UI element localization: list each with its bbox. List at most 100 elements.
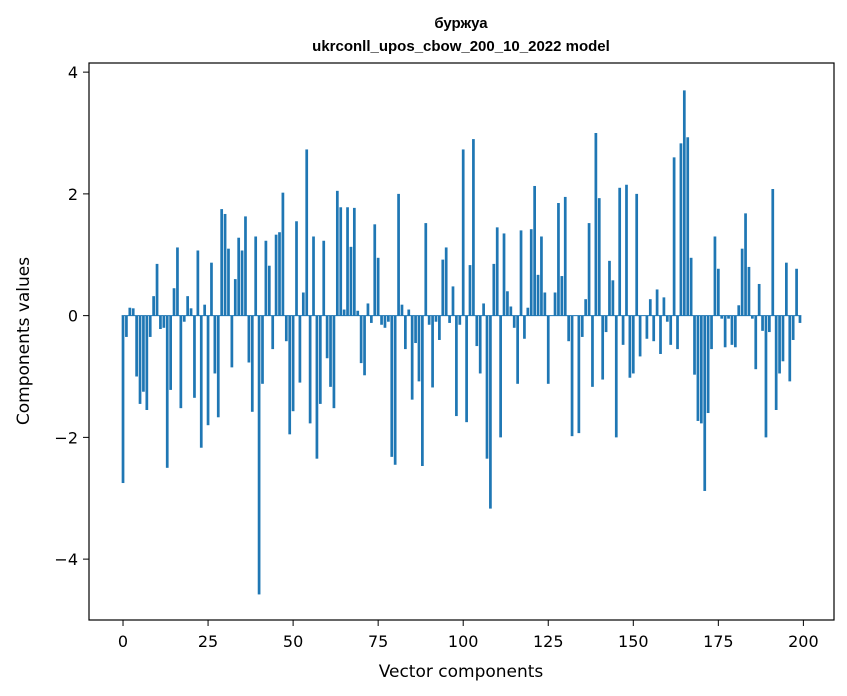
bar [240,250,244,316]
bar [723,315,727,348]
bar [434,315,438,322]
bar [502,233,506,316]
bar [570,315,574,437]
bar [424,223,428,316]
bar [785,262,788,316]
x-tick-label: 200 [788,632,819,651]
bar [472,139,475,316]
bar [751,315,754,319]
bar [444,247,448,316]
bar [608,260,611,316]
bar [628,315,632,378]
bar [652,315,656,342]
bar [380,315,383,325]
bar [740,248,744,316]
bar [210,262,213,316]
bar [247,315,251,363]
bar [706,315,710,414]
x-tick-label: 25 [198,632,218,651]
x-tick-label: 175 [703,632,734,651]
bar [125,315,128,337]
bar [206,315,210,426]
bar [356,310,360,316]
bars-group [121,90,802,595]
bar [339,207,343,316]
bar [267,265,271,316]
bar [672,157,676,316]
chart-title-word: буржуа [434,15,488,32]
bar [703,315,707,491]
bar [744,213,747,316]
bar [288,315,292,435]
bar [461,149,465,316]
bar [781,315,785,362]
bar [369,315,373,323]
bar [771,189,775,316]
bar [540,236,543,316]
bar [774,315,778,410]
bar [172,288,176,316]
bar [152,296,155,316]
bar [495,227,499,316]
bar [631,315,635,374]
bar [305,149,309,316]
bar [363,315,366,376]
bar [438,315,441,340]
bar [713,236,717,316]
bar [227,248,230,316]
bar [458,315,462,325]
bar [676,315,679,350]
bar [485,315,489,459]
bar [223,213,227,316]
bar [189,308,193,316]
bar [682,90,686,316]
bar [499,315,502,438]
bar [533,185,536,316]
bar [431,315,434,388]
bar [557,203,560,316]
bar [733,315,737,348]
bar [710,315,713,350]
bar [679,143,683,316]
bar [696,315,700,421]
y-tick-label: −4 [54,550,78,569]
bar [257,315,261,595]
bar [560,276,564,316]
bar [727,315,730,319]
bar [301,292,305,316]
bar [512,315,516,328]
bar [635,193,639,316]
bar [604,315,608,333]
bar [346,207,349,316]
bar [451,286,455,316]
bar [509,306,513,316]
bar [414,315,417,344]
bar [308,315,312,424]
bar [716,268,720,316]
bar [584,299,588,316]
y-axis-ticks: −4 −2 0 2 4 [54,63,89,569]
bar [448,315,451,323]
bar [230,315,234,368]
bar [798,315,802,323]
bar [281,192,285,316]
bar [638,315,642,357]
x-tick-label: 100 [448,632,479,651]
bar [686,137,690,316]
bar [404,315,407,350]
bar [390,315,394,457]
bar [322,240,326,316]
bar [455,315,458,417]
bar [506,291,509,316]
bar [366,303,370,316]
bar [659,315,662,354]
bar [523,315,526,339]
bar [233,279,237,316]
bar [689,257,693,316]
bar [138,315,142,404]
bar [489,315,492,509]
plot-frame [88,62,835,621]
bar [250,315,254,412]
bar [383,315,387,328]
bar [791,315,795,340]
